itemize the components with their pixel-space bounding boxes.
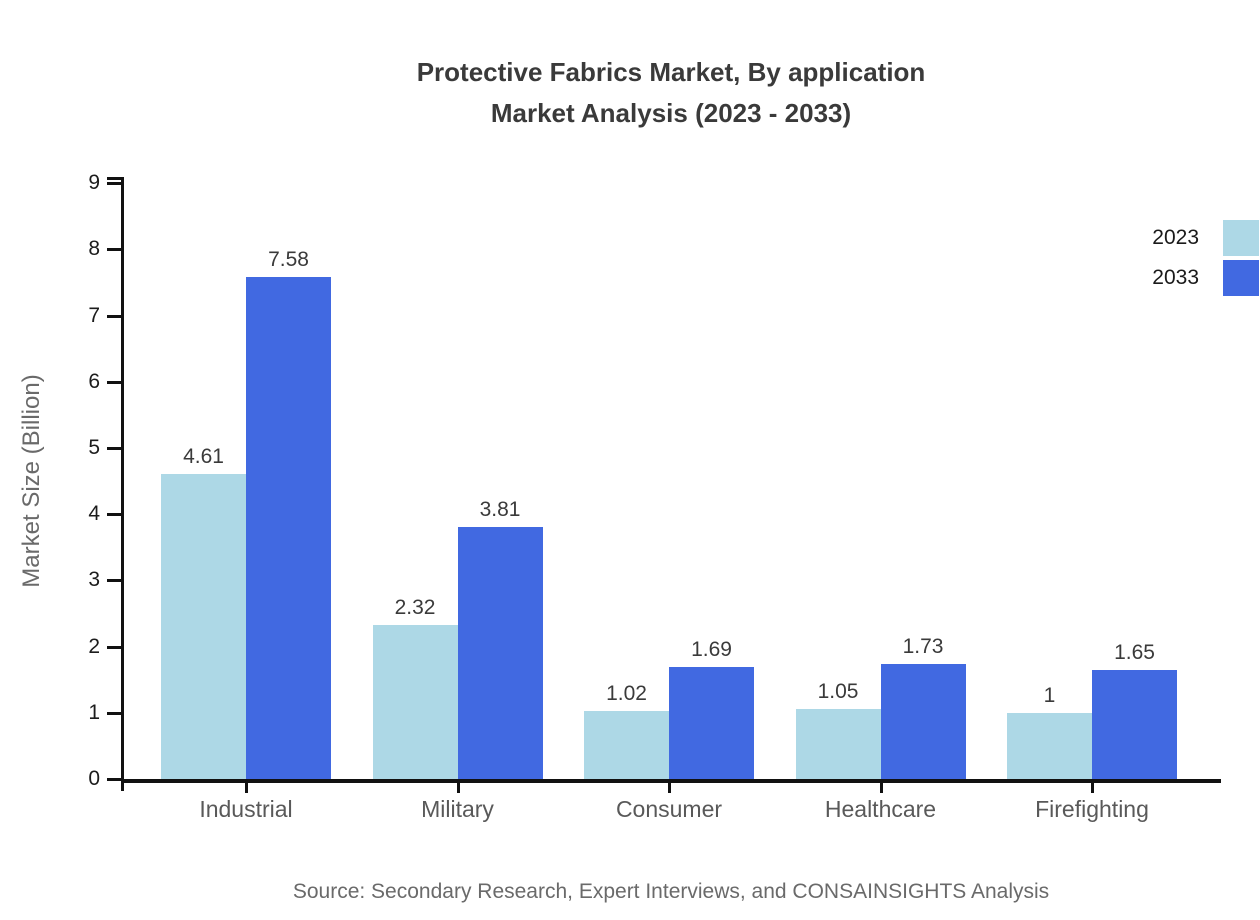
bar-value-label: 1.02 xyxy=(606,682,647,706)
y-tick-label: 3 xyxy=(88,568,100,592)
legend-swatch-2033 xyxy=(1223,260,1259,296)
y-tick xyxy=(107,579,121,583)
bar-2033-healthcare xyxy=(880,664,966,779)
x-axis-category-label: Consumer xyxy=(615,796,723,822)
x-tick xyxy=(1091,783,1094,793)
bar-2033-industrial xyxy=(246,277,331,779)
y-tick xyxy=(107,447,121,450)
bar-value-label: 7.58 xyxy=(268,248,309,272)
bar-2033-firefighting xyxy=(1092,669,1177,779)
bar-value-label: 1 xyxy=(1043,683,1056,707)
y-tick-label: 2 xyxy=(88,634,100,658)
y-tick-label: 4 xyxy=(88,502,100,526)
y-tick-label: 8 xyxy=(88,237,100,261)
y-axis-end-cap xyxy=(107,177,121,180)
legend-label-2033: 2033 xyxy=(1152,266,1199,289)
bar-value-label: 1.73 xyxy=(902,635,944,659)
bar-value-label: 3.81 xyxy=(479,497,521,521)
x-tick xyxy=(245,783,248,793)
y-tick-label: 7 xyxy=(88,303,100,327)
chart-title-line-2: Market Analysis (2023 - 2033) xyxy=(490,98,852,128)
x-tick xyxy=(668,783,671,793)
bar-value-label: 1.65 xyxy=(1114,640,1155,664)
bar-2023-industrial xyxy=(161,473,246,779)
y-tick-label: 5 xyxy=(88,436,100,459)
y-tick xyxy=(107,380,121,384)
chart-title-line-1: Protective Fabrics Market, By applicatio… xyxy=(416,57,926,87)
legend-item-2033: 2033 xyxy=(1152,260,1259,296)
bar-value-label: 2.32 xyxy=(394,596,436,620)
x-axis-category-label: Healthcare xyxy=(824,796,937,822)
y-tick-label: 1 xyxy=(88,700,100,724)
bar-2023-healthcare xyxy=(795,709,881,779)
x-tick xyxy=(879,783,883,793)
bar-2033-consumer xyxy=(669,667,754,779)
x-axis-category-label: Firefighting xyxy=(1035,796,1149,822)
y-tick xyxy=(107,778,121,781)
legend-item-2023: 2023 xyxy=(1152,220,1259,256)
y-tick-label: 9 xyxy=(88,171,100,195)
x-tick xyxy=(456,783,460,793)
bar-value-label: 4.61 xyxy=(183,444,224,468)
bar-2023-military xyxy=(372,625,458,779)
legend-label-2023: 2023 xyxy=(1152,226,1199,249)
y-tick-label: 6 xyxy=(88,369,100,393)
bar-2023-firefighting xyxy=(1007,712,1092,779)
bar-value-label: 1.69 xyxy=(691,638,732,662)
y-tick xyxy=(107,314,121,318)
x-axis-category-label: Military xyxy=(421,796,494,822)
y-tick xyxy=(107,645,121,649)
x-axis-category-label: Industrial xyxy=(199,796,293,822)
chart-title: Protective Fabrics Market, By applicatio… xyxy=(121,52,1221,134)
y-axis-line xyxy=(121,177,124,791)
y-tick xyxy=(107,248,121,252)
y-tick xyxy=(107,513,121,517)
source-note: Source: Secondary Research, Expert Inter… xyxy=(292,880,1050,903)
x-axis-line xyxy=(121,779,1221,783)
legend-swatch-2023 xyxy=(1223,220,1259,256)
y-tick-label: 0 xyxy=(88,767,100,790)
bar-2023-consumer xyxy=(584,711,669,779)
bar-2033-military xyxy=(457,526,543,779)
y-tick xyxy=(107,182,121,186)
y-tick xyxy=(107,711,121,715)
bar-value-label: 1.05 xyxy=(817,680,859,704)
